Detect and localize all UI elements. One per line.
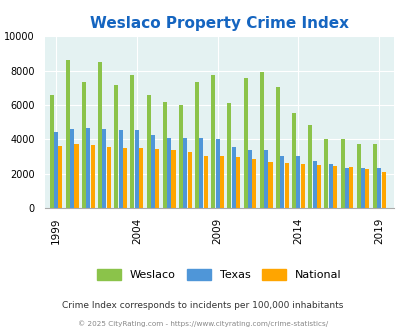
Bar [183, 138, 187, 208]
Bar [107, 147, 111, 208]
Bar [227, 103, 231, 208]
Bar [90, 145, 94, 208]
Bar [275, 87, 279, 208]
Text: © 2025 CityRating.com - https://www.cityrating.com/crime-statistics/: © 2025 CityRating.com - https://www.city… [78, 321, 327, 327]
Bar [372, 145, 376, 208]
Bar [98, 62, 102, 208]
Bar [344, 168, 348, 208]
Title: Weslaco Property Crime Index: Weslaco Property Crime Index [90, 16, 348, 31]
Bar [74, 145, 78, 208]
Bar [263, 150, 267, 208]
Bar [243, 78, 247, 208]
Bar [134, 130, 139, 208]
Bar [236, 157, 240, 208]
Bar [171, 149, 175, 208]
Bar [155, 149, 159, 208]
Bar [130, 75, 134, 208]
Bar [215, 139, 219, 208]
Bar [284, 163, 288, 208]
Bar [70, 129, 74, 208]
Bar [376, 168, 380, 208]
Bar [220, 156, 224, 208]
Text: Crime Index corresponds to incidents per 100,000 inhabitants: Crime Index corresponds to incidents per… [62, 301, 343, 310]
Bar [102, 129, 106, 208]
Bar [187, 152, 191, 208]
Bar [316, 165, 320, 208]
Bar [146, 95, 150, 208]
Bar [279, 155, 284, 208]
Bar [199, 138, 203, 208]
Bar [364, 169, 369, 208]
Bar [86, 128, 90, 208]
Bar [328, 164, 332, 208]
Bar [291, 113, 295, 208]
Bar [340, 139, 344, 208]
Bar [307, 125, 311, 208]
Bar [162, 102, 166, 208]
Bar [332, 166, 336, 208]
Legend: Weslaco, Texas, National: Weslaco, Texas, National [92, 265, 345, 285]
Bar [268, 162, 272, 208]
Bar [118, 130, 122, 208]
Bar [114, 85, 118, 208]
Bar [381, 172, 385, 208]
Bar [360, 168, 364, 208]
Bar [179, 105, 183, 208]
Bar [231, 147, 235, 208]
Bar [54, 132, 58, 208]
Bar [356, 145, 360, 208]
Bar [252, 159, 256, 208]
Bar [211, 75, 215, 208]
Bar [123, 148, 127, 208]
Bar [82, 82, 86, 208]
Bar [312, 161, 316, 208]
Bar [58, 146, 62, 208]
Bar [259, 72, 263, 208]
Bar [247, 149, 252, 208]
Bar [151, 135, 155, 208]
Bar [194, 82, 198, 208]
Bar [167, 138, 171, 208]
Bar [139, 148, 143, 208]
Bar [348, 167, 352, 208]
Bar [324, 139, 328, 208]
Bar [203, 155, 207, 208]
Bar [300, 164, 304, 208]
Bar [49, 95, 53, 208]
Bar [66, 60, 70, 208]
Bar [296, 156, 300, 208]
